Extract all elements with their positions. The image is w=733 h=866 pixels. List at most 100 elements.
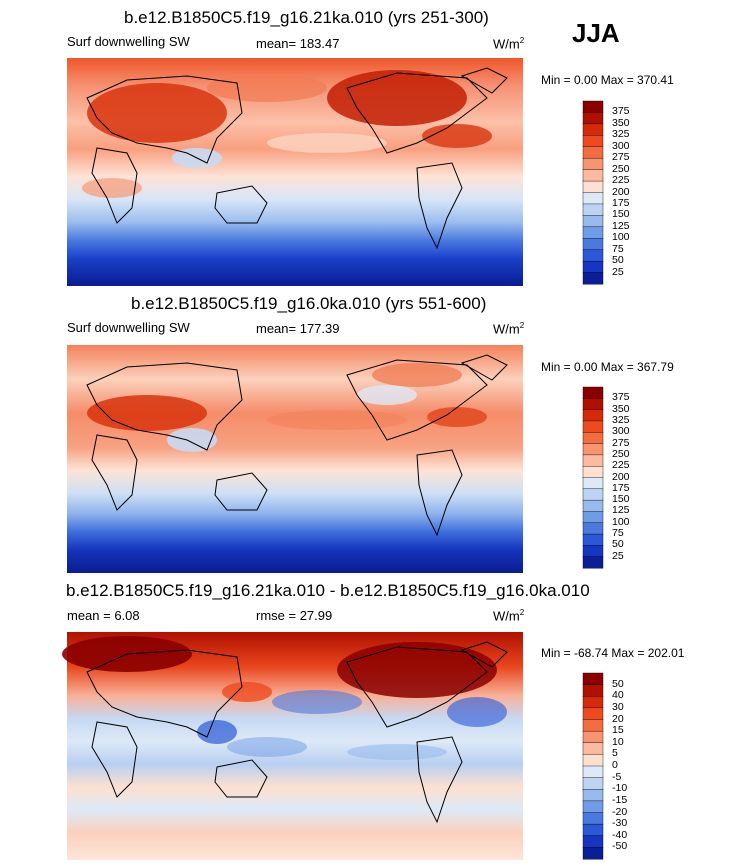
rmse-label: rmse = 27.99 — [256, 608, 333, 623]
colorbar-tick-label: 175 — [612, 481, 630, 494]
colorbar-tick-label: -20 — [612, 805, 628, 818]
colorbar-swatch — [582, 522, 604, 535]
colorbar-swatch — [582, 742, 604, 755]
colorbar-swatch — [582, 180, 604, 193]
colorbar-swatch — [582, 765, 604, 779]
colorbar-swatch — [582, 730, 604, 744]
colorbar-swatch — [582, 135, 604, 148]
colorbar-tick-label: 350 — [612, 402, 630, 415]
colorbar-tick-label: 175 — [612, 196, 630, 209]
units-label: W/m2 — [493, 608, 525, 624]
colorbar-swatch — [582, 123, 604, 136]
colorbar-tick-label: 350 — [612, 116, 630, 129]
colorbar-tick-label: 200 — [612, 185, 630, 198]
colorbar-tick-label: 25 — [612, 549, 624, 562]
colorbar-tick-label: 40 — [612, 689, 624, 702]
colorbar-swatch — [582, 454, 604, 467]
colorbar-tick-label: 225 — [612, 174, 630, 187]
panel-title: b.e12.B1850C5.f19_g16.21ka.010 (yrs 251-… — [124, 8, 489, 27]
colorbar-swatch — [582, 533, 604, 546]
colorbar-swatch — [582, 192, 604, 205]
colorbar-swatch — [582, 556, 604, 569]
colorbar-swatch — [582, 847, 604, 860]
colorbar-tick-label: 325 — [612, 413, 630, 426]
colorbar-tick-label: -30 — [612, 817, 628, 830]
units-label: W/m2 — [493, 321, 525, 337]
colorbar-tick-label: 75 — [612, 242, 624, 255]
colorbar-swatch — [582, 800, 604, 814]
colorbar-swatch — [582, 169, 604, 182]
colorbar-tick-label: 50 — [612, 538, 624, 551]
variable-label: Surf downwelling SW — [67, 320, 190, 335]
colorbar-tick-label: 150 — [612, 208, 630, 221]
minmax-label: Min = -68.74 Max = 202.01 — [541, 646, 685, 660]
colorbar-tick-label: 25 — [612, 265, 624, 278]
colorbar-swatch — [582, 477, 604, 490]
colorbar-swatch — [582, 789, 604, 802]
colorbar-tick-label: 275 — [612, 436, 630, 449]
colorbar-tick-label: 5 — [612, 747, 618, 760]
colorbar-swatch — [582, 754, 604, 767]
variable-label: Surf downwelling SW — [67, 34, 190, 49]
colorbar-tick-label: 325 — [612, 128, 630, 141]
colorbar-swatch — [582, 146, 604, 159]
colorbar-tick-label: 375 — [612, 105, 630, 118]
colorbar-swatch — [582, 684, 604, 697]
colorbar-tick-label: 100 — [612, 515, 630, 528]
map-plot — [67, 58, 523, 286]
colorbar-swatch — [582, 499, 604, 512]
colorbar-swatch — [582, 696, 604, 709]
colorbar-tick-label: 75 — [612, 527, 624, 540]
colorbar-swatch — [582, 226, 604, 239]
colorbar-swatch — [582, 420, 604, 433]
panel-title: b.e12.B1850C5.f19_g16.0ka.010 (yrs 551-6… — [131, 294, 487, 313]
colorbar-tick-label: -40 — [612, 828, 628, 841]
map-plot — [67, 345, 523, 573]
colorbar-tick-label: 250 — [612, 162, 630, 175]
colorbar-swatch — [582, 157, 604, 171]
colorbar-tick-label: 375 — [612, 391, 630, 404]
units-label: W/m2 — [493, 36, 525, 52]
colorbar-tick-label: 0 — [612, 759, 618, 771]
colorbar-tick-label: 125 — [612, 219, 630, 232]
map-plot — [62, 632, 523, 860]
colorbar-swatch — [582, 835, 604, 848]
colorbar — [582, 100, 604, 285]
panel-title: b.e12.B1850C5.f19_g16.21ka.010 - b.e12.B… — [66, 581, 590, 600]
colorbar-swatch — [582, 100, 604, 113]
colorbar-swatch — [582, 409, 604, 422]
colorbar-tick-label: 200 — [612, 470, 630, 483]
colorbar-swatch — [582, 465, 604, 479]
mean-label: mean= 183.47 — [256, 36, 340, 51]
colorbar-tick-label: 125 — [612, 504, 630, 517]
colorbar-swatch — [582, 238, 604, 251]
colorbar-tick-label: 50 — [612, 677, 624, 690]
colorbar — [582, 386, 604, 569]
colorbar-swatch — [582, 719, 604, 732]
colorbar — [582, 672, 604, 860]
colorbar-tick-label: -15 — [612, 793, 628, 806]
colorbar-tick-label: -50 — [612, 840, 628, 853]
colorbar-tick-label: 275 — [612, 151, 630, 164]
season-label: JJA — [572, 18, 620, 48]
colorbar-tick-label: 225 — [612, 459, 630, 472]
colorbar-swatch — [582, 215, 604, 228]
colorbar-swatch — [582, 203, 604, 216]
colorbar-tick-label: 15 — [612, 724, 624, 737]
colorbar-swatch — [582, 443, 604, 456]
colorbar-swatch — [582, 777, 604, 790]
colorbar-swatch — [582, 511, 604, 524]
mean-label: mean= 177.39 — [256, 321, 340, 336]
colorbar-swatch — [582, 823, 604, 837]
colorbar-tick-label: 50 — [612, 254, 624, 267]
mean-label: mean = 6.08 — [67, 608, 140, 623]
colorbar-tick-label: -10 — [612, 782, 628, 795]
colorbar-swatch — [582, 545, 604, 558]
colorbar-swatch — [582, 488, 604, 501]
colorbar-tick-label: 10 — [612, 735, 624, 748]
colorbar-swatch — [582, 112, 604, 125]
colorbar-swatch — [582, 398, 604, 411]
minmax-label: Min = 0.00 Max = 370.41 — [541, 73, 674, 87]
colorbar-tick-label: 300 — [612, 139, 630, 152]
colorbar-swatch — [582, 260, 604, 274]
